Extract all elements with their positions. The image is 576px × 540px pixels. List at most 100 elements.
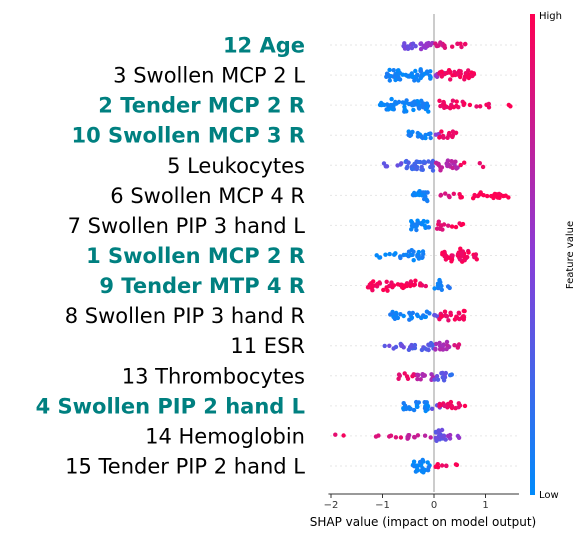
- shap-point: [437, 340, 442, 346]
- shap-point: [453, 130, 459, 135]
- shap-point: [448, 310, 453, 315]
- shap-point: [425, 43, 430, 49]
- shap-point: [414, 399, 419, 405]
- shap-point: [430, 158, 436, 164]
- shap-point: [436, 162, 441, 168]
- feature-label: 15 Tender PIP 2 hand L: [65, 454, 305, 478]
- shap-point: [474, 104, 479, 109]
- shap-point: [409, 45, 415, 51]
- shap-point: [374, 284, 380, 289]
- shap-point: [467, 102, 473, 108]
- shap-point: [438, 40, 443, 45]
- shap-point: [440, 343, 445, 348]
- shap-point: [425, 219, 430, 224]
- shap-point: [478, 104, 483, 109]
- shap-point: [412, 190, 417, 196]
- shap-point: [415, 467, 420, 472]
- shap-point: [415, 130, 420, 136]
- shap-point: [387, 78, 392, 83]
- feature-row-dots: [406, 129, 459, 141]
- x-axis: −2 −1 0 1 SHAP value (impact on model outpu…: [310, 493, 537, 529]
- shap-point: [412, 342, 418, 348]
- shap-point: [406, 347, 412, 352]
- shap-point: [406, 433, 411, 438]
- shap-point: [458, 195, 463, 200]
- shap-point: [452, 343, 457, 348]
- shap-point: [457, 403, 463, 408]
- shap-point: [400, 100, 405, 105]
- shap-point: [439, 287, 444, 292]
- shap-point: [421, 159, 427, 164]
- shap-point: [474, 257, 479, 262]
- feature-label: 10 Swollen MCP 3 R: [72, 124, 306, 148]
- shap-point: [450, 165, 455, 171]
- shap-point: [420, 135, 425, 141]
- x-tick-label: 0: [431, 500, 437, 511]
- shap-point: [454, 103, 459, 109]
- feature-label: 1 Swollen MCP 2 R: [86, 244, 305, 268]
- shap-point: [413, 68, 418, 74]
- shap-point: [458, 41, 463, 46]
- shap-point: [465, 74, 471, 80]
- shap-point: [423, 132, 428, 138]
- colorbar-low-label: Low: [539, 490, 559, 501]
- shap-point: [462, 42, 468, 47]
- shap-point: [333, 432, 338, 437]
- shap-point: [477, 192, 482, 197]
- shap-point: [438, 192, 444, 198]
- shap-point: [442, 309, 448, 314]
- feature-label: 6 Swollen MCP 4 R: [110, 184, 305, 208]
- shap-point: [398, 435, 404, 440]
- shap-point: [408, 283, 413, 289]
- shap-point: [398, 312, 403, 317]
- shap-point: [387, 67, 392, 73]
- feature-label: 2 Tender MCP 2 R: [98, 94, 305, 118]
- shap-point: [437, 226, 443, 231]
- shap-point: [387, 251, 392, 257]
- shap-point: [441, 100, 446, 105]
- shap-point: [388, 73, 393, 79]
- shap-point: [410, 74, 415, 79]
- shap-point: [405, 376, 411, 381]
- shap-point: [427, 311, 432, 316]
- shap-point: [437, 98, 442, 104]
- shap-point: [406, 406, 412, 411]
- colorbar-gradient: [530, 14, 535, 495]
- shap-point: [463, 71, 468, 76]
- shap-point: [420, 104, 425, 110]
- shap-point: [436, 428, 441, 433]
- shap-point: [367, 284, 372, 289]
- feature-row-dots: [382, 339, 462, 353]
- feature-row-dots: [381, 158, 486, 173]
- shap-point: [436, 219, 441, 224]
- shap-point: [437, 317, 442, 322]
- shap-point: [439, 129, 444, 134]
- shap-point: [418, 69, 424, 74]
- shap-point: [456, 68, 462, 74]
- shap-point: [434, 374, 440, 379]
- feature-labels: 12 Age 3 Swollen MCP 2 L 2 Tender MCP 2 R 1…: [36, 34, 306, 479]
- shap-point: [422, 400, 427, 405]
- shap-point: [405, 164, 410, 169]
- shap-point: [430, 168, 436, 173]
- shap-point: [412, 161, 417, 167]
- shap-point: [435, 462, 440, 468]
- shap-point: [453, 224, 459, 230]
- shap-point: [387, 343, 392, 348]
- shap-point: [450, 73, 455, 78]
- shap-point: [437, 434, 443, 439]
- feature-row-dots: [396, 370, 454, 383]
- x-axis-title: SHAP value (impact on model output): [310, 515, 537, 529]
- feature-row-dots: [388, 308, 467, 323]
- feature-row-dots: [401, 399, 468, 414]
- shap-point: [413, 278, 418, 283]
- shap-point: [443, 191, 448, 196]
- shap-point: [477, 161, 482, 166]
- shap-point: [433, 347, 438, 352]
- shap-point: [411, 459, 417, 464]
- shap-point: [445, 343, 450, 348]
- shap-point: [422, 406, 428, 411]
- shap-point: [457, 257, 463, 262]
- shap-point: [449, 259, 454, 264]
